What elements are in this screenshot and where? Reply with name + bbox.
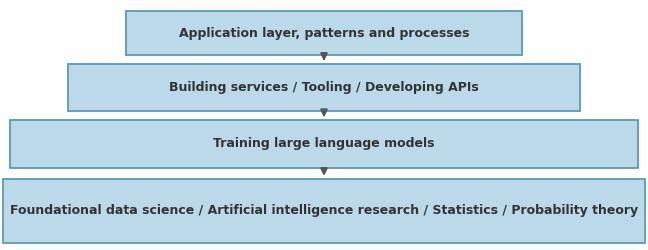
FancyBboxPatch shape <box>68 64 580 111</box>
Text: Foundational data science / Artificial intelligence research / Statistics / Prob: Foundational data science / Artificial i… <box>10 204 638 217</box>
Text: Building services / Tooling / Developing APIs: Building services / Tooling / Developing… <box>169 81 479 94</box>
FancyBboxPatch shape <box>126 11 522 55</box>
Text: Application layer, patterns and processes: Application layer, patterns and processe… <box>179 27 469 40</box>
FancyBboxPatch shape <box>10 120 638 168</box>
FancyBboxPatch shape <box>3 179 645 242</box>
Text: Training large language models: Training large language models <box>213 137 435 150</box>
